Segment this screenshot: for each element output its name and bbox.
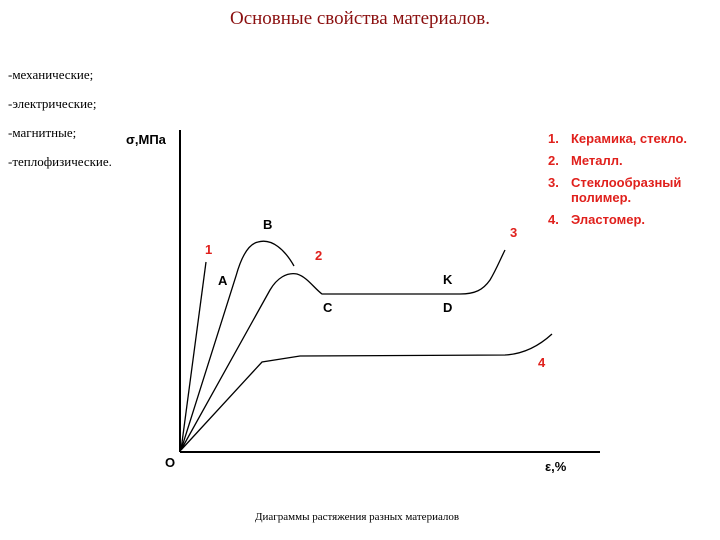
legend-number: 1. [548,131,559,146]
slide-title: Основные свойства материалов. [229,8,491,29]
legend-item-ceramic: 1. Керамика, стекло. [548,131,716,146]
curve-4-elastomer [180,333,553,451]
origin-label: O [165,455,175,470]
property-item-thermophysical: -теплофизические. [8,154,112,169]
legend-number: 4. [548,212,559,227]
diagram-caption: Диаграммы растяжения разных материалов [255,511,460,523]
legend-text: Керамика, стекло. [571,131,688,146]
legend-item-elastomer: 4. Эластомер. [548,212,716,227]
property-item-magnetic: -магнитные; [8,125,77,140]
legend-number: 2. [548,153,559,168]
legend-item-glassy-polymer: 3. Стеклообразный полимер. [548,175,716,205]
legend-item-metal: 2. Металл. [548,153,716,168]
curve-label-3: 3 [510,225,517,240]
curve-1-ceramic [180,261,207,451]
legend-text: Эластомер. [571,212,646,227]
curve-label-1: 1 [205,242,212,257]
x-axis-label: ε,% [545,459,567,474]
curve-b-peak [180,240,295,451]
curve-2-metal [180,249,506,451]
point-label-d: D [443,300,452,315]
legend-number: 3. [548,175,559,190]
curve-label-4: 4 [538,355,546,370]
point-label-c: C [323,300,333,315]
legend-text: Стеклообразный полимер. [571,175,682,205]
point-label-k: K [443,272,453,287]
property-item-electrical: -электрические; [8,96,97,111]
point-label-a: A [218,273,228,288]
property-item-mechanical: -механические; [8,67,94,82]
materials-legend: 1. Керамика, стекло. 2. Металл. 3. Стекл… [548,131,716,234]
legend-text: Металл. [571,153,623,168]
properties-list: -механические; -электрические; -магнитны… [8,60,112,176]
y-axis-label: σ,МПа [126,132,167,147]
point-label-b: B [263,217,272,232]
curve-label-2: 2 [315,248,322,263]
